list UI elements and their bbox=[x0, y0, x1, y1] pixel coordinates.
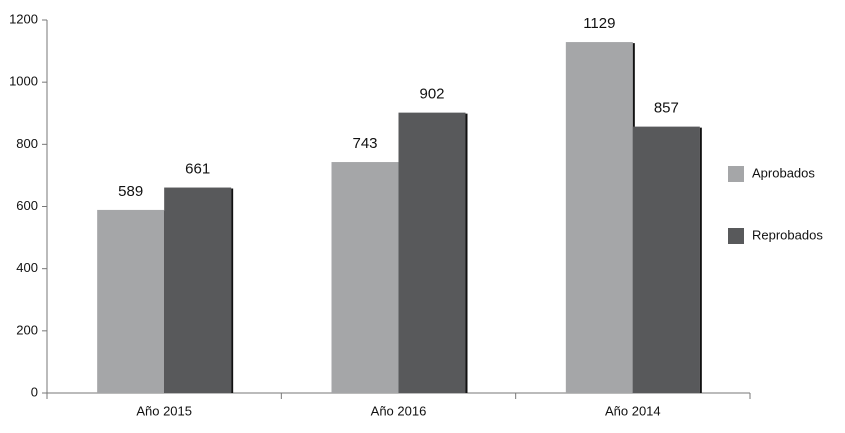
bar bbox=[97, 209, 165, 393]
value-label: 902 bbox=[419, 86, 444, 103]
bar bbox=[331, 162, 399, 393]
legend-swatch bbox=[728, 228, 744, 244]
value-label: 1129 bbox=[583, 15, 615, 32]
y-tick-label: 1000 bbox=[9, 74, 38, 89]
bar bbox=[632, 126, 700, 393]
y-tick-label: 0 bbox=[31, 384, 38, 399]
bar bbox=[565, 42, 633, 394]
x-tick-label: Año 2014 bbox=[605, 403, 661, 418]
y-tick-label: 400 bbox=[16, 260, 38, 275]
value-label: 743 bbox=[352, 135, 377, 152]
y-tick-label: 800 bbox=[16, 136, 38, 151]
y-tick-label: 600 bbox=[16, 198, 38, 213]
x-tick-label: Año 2016 bbox=[371, 403, 427, 418]
legend-label: Reprobados bbox=[752, 227, 823, 242]
value-label: 589 bbox=[118, 183, 143, 200]
x-tick-label: Año 2015 bbox=[136, 403, 192, 418]
legend-swatch bbox=[728, 166, 744, 182]
legend-label: Aprobados bbox=[752, 165, 815, 180]
y-tick-label: 1200 bbox=[9, 11, 38, 26]
value-label: 661 bbox=[185, 161, 210, 178]
bar bbox=[164, 187, 232, 393]
value-label: 857 bbox=[654, 100, 679, 117]
y-tick-label: 200 bbox=[16, 322, 38, 337]
bar bbox=[398, 112, 466, 394]
